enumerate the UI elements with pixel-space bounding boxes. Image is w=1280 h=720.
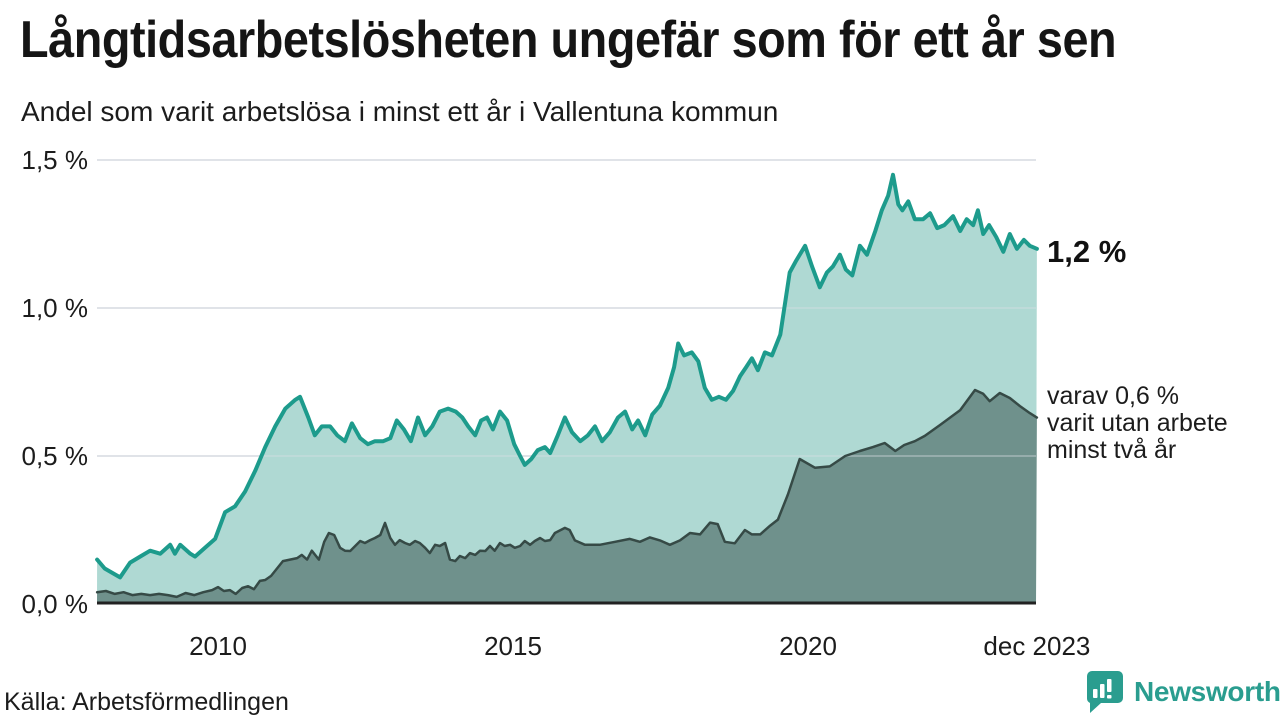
y-axis-label: 0,5 % [21,441,89,471]
end-value-label-two-years: varav 0,6 % varit utan arbete minst två … [1047,383,1228,464]
x-axis-label: 2015 [484,631,542,661]
newsworthy-wordmark: Newsworthy [1134,676,1280,707]
y-axis-label: 1,0 % [21,293,89,323]
newsworthy-logo: Newsworthy [1084,670,1280,714]
y-axis-label: 0,0 % [21,589,89,619]
source-note: Källa: Arbetsförmedlingen [4,688,289,716]
chart-subtitle: Andel som varit arbetslösa i minst ett å… [21,96,779,127]
line-unemployed-one-year [95,172,1039,580]
area-unemployed-two-years [97,390,1037,604]
annotation-line: varit utan arbete [1047,409,1228,437]
gridlines-overlay [97,159,1036,457]
x-axis-label: dec 2023 [983,631,1091,661]
end-value-label-total: 1,2 % [1047,234,1127,269]
x-axis-label: 2020 [779,631,837,661]
y-axis-label: 1,5 % [21,145,89,175]
line-unemployed-two-years [95,388,1039,599]
annotation-line: varav 0,6 % [1047,382,1180,410]
annotation-line: minst två år [1047,436,1177,464]
newsworthy-bubble-icon [1087,671,1123,713]
x-axis-label: 2010 [189,631,247,661]
chart-title: Långtidsarbetslösheten ungefär som för e… [20,11,1117,69]
